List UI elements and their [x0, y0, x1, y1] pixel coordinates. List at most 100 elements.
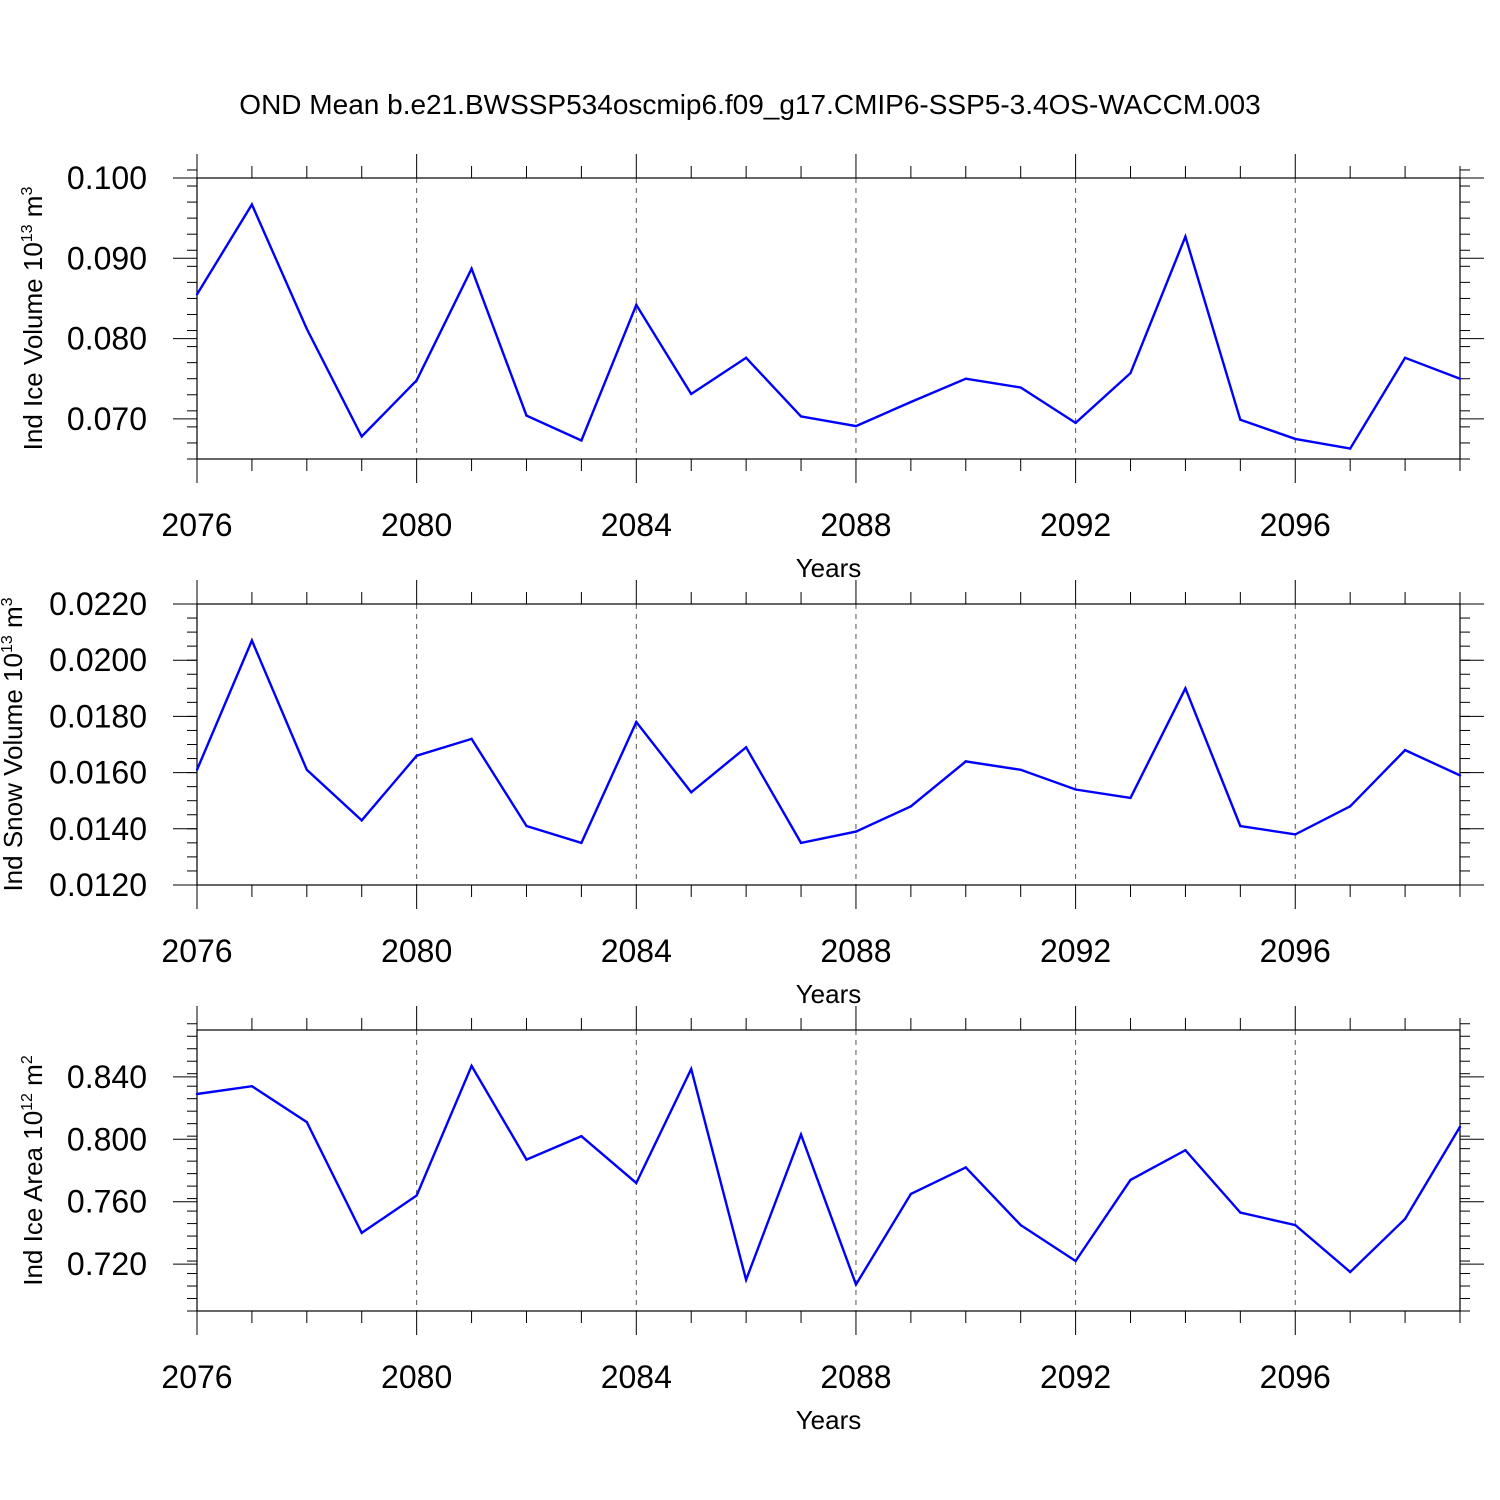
- data-point: [690, 1067, 693, 1071]
- data-point: [305, 768, 309, 771]
- y-axis-label-part: Ind Snow Volume 10: [0, 653, 28, 892]
- x-tick-label: 2076: [161, 933, 232, 969]
- data-point: [305, 1120, 309, 1124]
- y-tick-label: 0.070: [67, 401, 147, 437]
- y-tick-label: 0.0220: [49, 586, 147, 622]
- data-point: [1294, 833, 1297, 836]
- y-axis-label-part: m: [18, 1064, 48, 1093]
- data-point: [1074, 1259, 1077, 1263]
- y-axis-label-superscript: 2: [19, 1055, 36, 1064]
- data-point: [415, 379, 418, 382]
- data-point: [690, 791, 693, 794]
- data-point: [525, 414, 528, 417]
- data-point: [1019, 1223, 1022, 1227]
- data-point: [854, 1283, 858, 1286]
- data-point: [909, 400, 913, 404]
- y-axis-label-part: m: [18, 196, 48, 225]
- data-point: [1403, 1217, 1407, 1221]
- data-point: [360, 1231, 363, 1235]
- data-point: [744, 356, 748, 360]
- x-tick-label: 2096: [1260, 933, 1331, 969]
- data-point: [799, 841, 803, 845]
- x-tick-label: 2088: [820, 933, 891, 969]
- data-point: [1019, 386, 1022, 389]
- data-point: [360, 819, 363, 822]
- data-point: [799, 1133, 803, 1136]
- x-tick-label: 2084: [601, 933, 672, 969]
- x-tick-label: 2092: [1040, 933, 1111, 969]
- plot-frame: [196, 177, 1461, 460]
- data-point: [854, 830, 858, 833]
- plot-frame: [196, 1029, 1461, 1312]
- data-point: [744, 746, 748, 749]
- data-point: [250, 203, 254, 206]
- data-point: [580, 439, 583, 442]
- data-point: [1348, 1270, 1352, 1274]
- y-axis-label-superscript: 3: [0, 597, 16, 606]
- y-tick-label: 0.090: [67, 240, 147, 276]
- data-point: [1239, 1211, 1242, 1214]
- data-point: [470, 1064, 473, 1068]
- y-axis-label: Ind Snow Volume 1013 m3: [0, 597, 28, 891]
- y-axis-label-part: Ind Ice Area 10: [18, 1111, 48, 1286]
- data-point: [250, 1085, 254, 1088]
- y-tick-label: 0.800: [67, 1121, 147, 1157]
- data-point: [1239, 824, 1242, 828]
- chart-panel-1: 0.070 0.080 0.090 0.100 2076 2080 2084 2088 2092…: [18, 154, 1484, 583]
- y-tick-label: 0.840: [67, 1059, 147, 1095]
- data-point: [964, 377, 967, 380]
- data-point: [1129, 1178, 1132, 1182]
- data-point: [1458, 774, 1462, 777]
- data-point: [470, 737, 473, 741]
- y-axis-label-superscript: 12: [19, 1093, 36, 1111]
- data-point: [195, 768, 199, 771]
- data-point: [1074, 421, 1077, 425]
- data-point: [360, 435, 363, 438]
- y-tick-label: 0.080: [67, 321, 147, 357]
- y-axis-label-part: m: [0, 606, 28, 635]
- y-axis-label: Ind Ice Area 1012 m2: [18, 1055, 48, 1286]
- data-point: [964, 1166, 967, 1169]
- data-point: [305, 327, 309, 331]
- y-tick-label: 0.0180: [49, 698, 147, 734]
- data-point: [1239, 418, 1242, 421]
- data-point: [1348, 447, 1352, 450]
- y-tick-label: 0.0160: [49, 755, 147, 791]
- data-point: [195, 293, 199, 296]
- data-point: [525, 824, 528, 828]
- y-axis-label-superscript: 3: [19, 187, 36, 196]
- data-point: [799, 415, 803, 418]
- x-tick-label: 2076: [161, 1359, 232, 1395]
- data-point: [195, 1092, 199, 1096]
- y-tick-label: 0.760: [67, 1184, 147, 1220]
- data-point: [1184, 1149, 1187, 1152]
- panels: 0.070 0.080 0.090 0.100 2076 2080 2084 2088 2092…: [0, 154, 1484, 1435]
- data-point: [964, 760, 967, 763]
- series-line: [195, 637, 1461, 845]
- data-point: [1019, 768, 1022, 771]
- data-point: [1294, 437, 1297, 441]
- x-tick-label: 2076: [161, 507, 232, 543]
- x-tick-label: 2088: [820, 507, 891, 543]
- x-axis-label: Years: [796, 979, 862, 1009]
- data-point: [690, 392, 693, 396]
- x-tick-label: 2080: [381, 1359, 452, 1395]
- data-point: [1348, 805, 1352, 808]
- data-point: [1184, 235, 1187, 238]
- data-point: [1403, 748, 1407, 752]
- x-tick-label: 2084: [601, 507, 672, 543]
- series-line: [195, 201, 1461, 450]
- x-tick-label: 2096: [1260, 507, 1331, 543]
- x-tick-label: 2088: [820, 1359, 891, 1395]
- x-tick-label: 2092: [1040, 1359, 1111, 1395]
- data-point: [744, 1278, 748, 1281]
- y-tick-label: 0.720: [67, 1246, 147, 1282]
- data-point: [635, 1181, 638, 1185]
- y-axis-label: Ind Ice Volume 1013 m3: [18, 187, 48, 451]
- data-point: [415, 754, 418, 757]
- y-tick-label: 0.0140: [49, 811, 147, 847]
- chart-panel-2: 0.0120 0.0140 0.0160 0.0180 0.0200 0.0220 2076…: [0, 580, 1484, 1009]
- data-point: [580, 841, 583, 845]
- figure-title: OND Mean b.e21.BWSSP534oscmip6.f09_g17.C…: [239, 89, 1260, 120]
